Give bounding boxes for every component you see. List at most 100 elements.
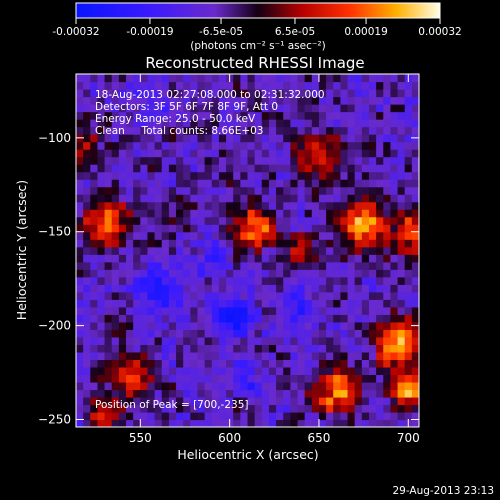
heatmap-cell bbox=[404, 396, 413, 406]
heatmap-cell bbox=[183, 261, 191, 270]
heatmap-cell bbox=[404, 374, 413, 383]
heatmap-cell bbox=[276, 359, 284, 368]
heatmap-cell bbox=[104, 239, 113, 248]
heatmap-cell bbox=[268, 351, 277, 360]
heatmap-cell bbox=[261, 344, 270, 353]
heatmap-cell bbox=[268, 194, 277, 203]
heatmap-cell bbox=[211, 269, 220, 278]
heatmap-cell bbox=[354, 224, 363, 233]
heatmap-cell bbox=[383, 329, 392, 338]
heatmap-cell bbox=[276, 276, 284, 285]
heatmap-cell bbox=[361, 231, 370, 240]
heatmap-cell bbox=[261, 261, 270, 270]
heatmap-cell bbox=[168, 321, 177, 330]
heatmap-cell bbox=[340, 276, 349, 285]
heatmap-cell bbox=[104, 314, 113, 323]
heatmap-cell bbox=[311, 411, 320, 421]
heatmap-cell bbox=[247, 209, 256, 218]
heatmap-cell bbox=[361, 156, 370, 165]
heatmap-image bbox=[76, 74, 419, 427]
heatmap-cell bbox=[361, 179, 370, 188]
heatmap-cell bbox=[140, 89, 149, 98]
heatmap-cell bbox=[318, 119, 327, 128]
heatmap-cell bbox=[383, 216, 392, 225]
heatmap-cell bbox=[211, 179, 220, 188]
heatmap-cell bbox=[83, 194, 91, 203]
heatmap-cell bbox=[397, 329, 406, 338]
heatmap-cell bbox=[340, 404, 349, 413]
heatmap-cell bbox=[283, 261, 291, 270]
heatmap-cell bbox=[147, 141, 156, 150]
heatmap-cell bbox=[218, 149, 227, 158]
heatmap-cell bbox=[311, 104, 320, 113]
heatmap-cell bbox=[204, 231, 213, 240]
heatmap-cell bbox=[133, 104, 141, 113]
heatmap-cell bbox=[76, 246, 84, 255]
heatmap-cell bbox=[397, 374, 406, 383]
heatmap-cell bbox=[233, 104, 241, 113]
heatmap-cell bbox=[133, 276, 141, 285]
heatmap-cell bbox=[197, 344, 206, 353]
heatmap-cell bbox=[261, 179, 270, 188]
heatmap-cell bbox=[404, 231, 413, 240]
heatmap-cell bbox=[233, 344, 241, 353]
heatmap-cell bbox=[111, 186, 120, 195]
heatmap-cell bbox=[247, 111, 256, 120]
heatmap-cell bbox=[226, 194, 234, 203]
heatmap-cell bbox=[197, 74, 206, 83]
heatmap-cell bbox=[83, 104, 91, 113]
heatmap-cell bbox=[176, 194, 184, 203]
heatmap-cell bbox=[326, 389, 334, 398]
heatmap-cell bbox=[290, 96, 299, 105]
heatmap-cell bbox=[347, 284, 356, 293]
heatmap-cell bbox=[354, 344, 363, 353]
heatmap-cell bbox=[340, 81, 349, 90]
heatmap-cell bbox=[218, 186, 227, 195]
heatmap-cell bbox=[154, 306, 163, 315]
heatmap-cell bbox=[226, 156, 234, 165]
heatmap-cell bbox=[126, 246, 134, 255]
heatmap-cell bbox=[240, 104, 249, 113]
heatmap-cell bbox=[368, 201, 377, 210]
heatmap-cell bbox=[290, 389, 299, 398]
heatmap-cell bbox=[211, 261, 220, 270]
heatmap-cell bbox=[397, 381, 406, 391]
heatmap-cell bbox=[361, 284, 370, 293]
heatmap-cell bbox=[111, 141, 120, 150]
heatmap-cell bbox=[90, 224, 99, 233]
heatmap-cell bbox=[233, 291, 241, 300]
heatmap-cell bbox=[376, 306, 384, 315]
heatmap-cell bbox=[347, 404, 356, 413]
heatmap-cell bbox=[211, 104, 220, 113]
heatmap-cell bbox=[290, 231, 299, 240]
heatmap-cell bbox=[318, 126, 327, 135]
heatmap-cell bbox=[218, 374, 227, 383]
heatmap-cell bbox=[218, 209, 227, 218]
heatmap-cell bbox=[404, 81, 413, 90]
heatmap-cell bbox=[126, 156, 134, 165]
heatmap-cell bbox=[376, 276, 384, 285]
heatmap-cell bbox=[368, 216, 377, 225]
heatmap-cell bbox=[290, 134, 299, 143]
heatmap-cell bbox=[233, 149, 241, 158]
heatmap-cell bbox=[268, 276, 277, 285]
colorbar-tick-label: -0.00019 bbox=[126, 26, 173, 38]
heatmap-cell bbox=[168, 119, 177, 128]
heatmap-cell bbox=[261, 156, 270, 165]
heatmap-cell bbox=[190, 231, 199, 240]
heatmap-cell bbox=[161, 284, 170, 293]
heatmap-cell bbox=[126, 336, 134, 345]
heatmap-cell bbox=[390, 96, 399, 105]
heatmap-cell bbox=[333, 299, 341, 308]
heatmap-cell bbox=[340, 336, 349, 345]
heatmap-cell bbox=[304, 149, 313, 158]
heatmap-cell bbox=[347, 149, 356, 158]
heatmap-cell bbox=[304, 314, 313, 323]
heatmap-cell bbox=[333, 336, 341, 345]
heatmap-cell bbox=[133, 351, 141, 360]
heatmap-cell bbox=[83, 216, 91, 225]
heatmap-cell bbox=[133, 224, 141, 233]
heatmap-cell bbox=[161, 329, 170, 338]
heatmap-cell bbox=[304, 261, 313, 270]
heatmap-cell bbox=[247, 179, 256, 188]
